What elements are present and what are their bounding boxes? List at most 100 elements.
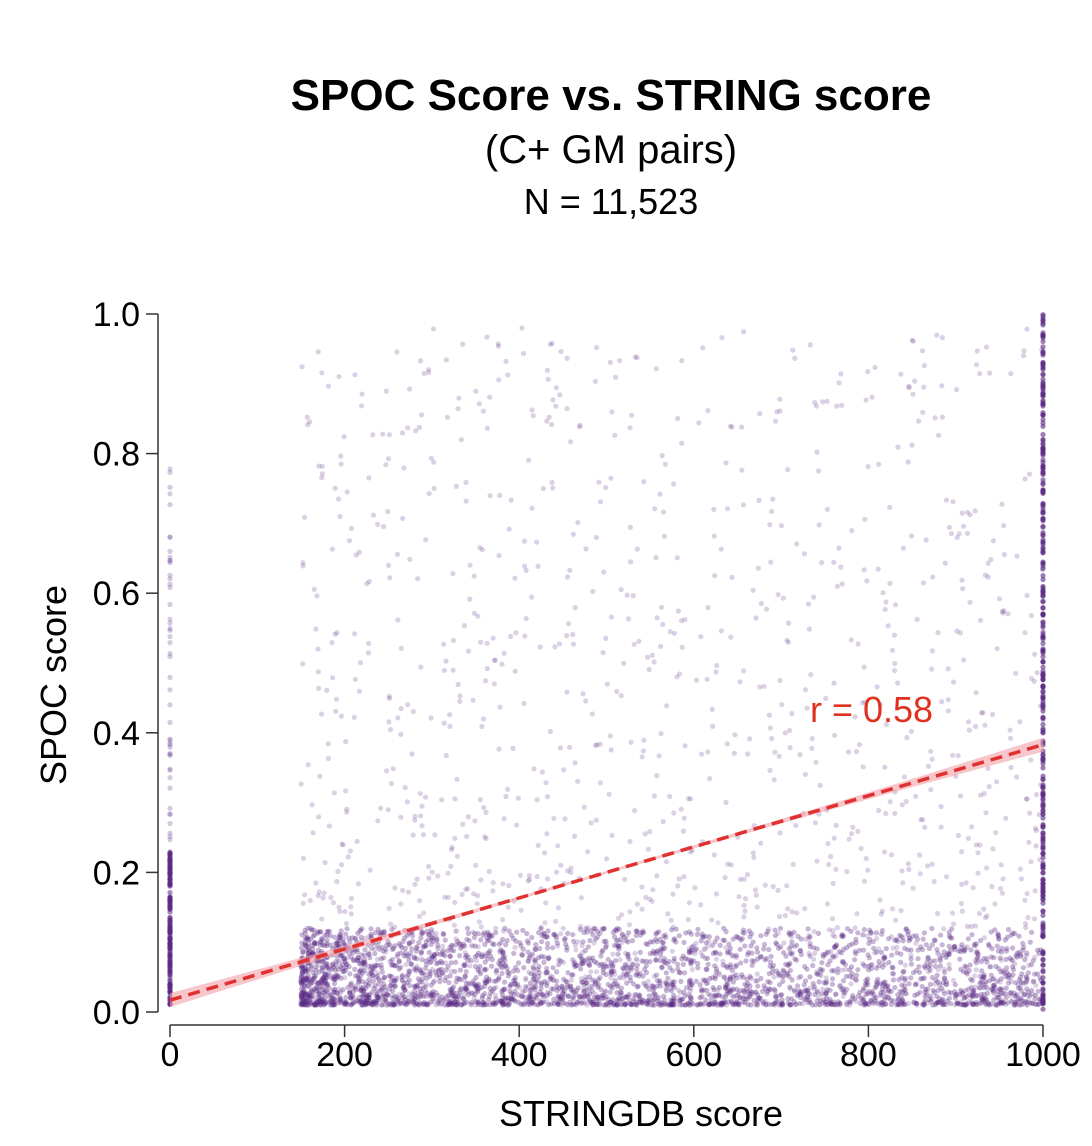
scatter-point	[560, 959, 567, 966]
scatter-point	[937, 982, 943, 988]
scatter-point	[370, 432, 376, 438]
scatter-point	[685, 796, 692, 802]
scatter-point	[363, 981, 369, 987]
scatter-point	[1040, 532, 1046, 538]
scatter-point	[744, 983, 750, 989]
scatter-point	[1010, 999, 1016, 1005]
scatter-point	[332, 631, 338, 637]
scatter-point	[453, 483, 459, 489]
scatter-point	[449, 998, 455, 1005]
scatter-point	[467, 562, 473, 568]
scatter-point	[352, 983, 358, 989]
scatter-point	[452, 899, 458, 906]
scatter-point	[454, 999, 460, 1006]
scatter-point	[458, 1002, 464, 1008]
scatter-point	[331, 790, 337, 796]
scatter-point	[365, 1000, 371, 1007]
scatter-point	[389, 992, 395, 998]
scatter-point	[973, 941, 979, 947]
scatter-point	[468, 999, 475, 1006]
scatter-point	[569, 988, 575, 994]
scatter-point	[677, 970, 683, 976]
scatter-point	[547, 991, 553, 997]
scatter-point	[552, 644, 558, 650]
scatter-point	[731, 750, 738, 756]
scatter-point	[167, 627, 173, 633]
scatter-point	[452, 835, 458, 842]
scatter-point	[498, 947, 504, 953]
scatter-point	[550, 965, 556, 971]
scatter-point	[303, 975, 309, 981]
scatter-point	[903, 798, 909, 805]
scatter-point	[359, 978, 365, 985]
chart-n-label: N = 11,523	[524, 181, 698, 222]
scatter-point	[712, 999, 718, 1006]
scatter-point	[899, 802, 905, 808]
scatter-point	[544, 794, 551, 800]
scatter-point	[343, 994, 349, 1001]
scatter-point	[1003, 815, 1009, 821]
scatter-point	[381, 974, 387, 980]
scatter-point	[340, 968, 346, 975]
scatter-point	[1027, 810, 1033, 816]
scatter-point	[315, 991, 322, 997]
scatter-point	[512, 944, 518, 951]
scatter-point	[737, 876, 744, 882]
scatter-point	[639, 906, 645, 912]
scatter-point	[609, 409, 615, 415]
scatter-point	[396, 959, 402, 965]
scatter-point	[941, 975, 948, 981]
scatter-point	[342, 967, 349, 973]
scatter-point	[645, 1002, 651, 1008]
scatter-point	[298, 975, 304, 981]
scatter-point	[307, 997, 313, 1003]
scatter-point	[340, 999, 346, 1005]
scatter-point	[863, 856, 869, 862]
scatter-point	[925, 964, 931, 970]
scatter-point	[316, 463, 322, 469]
scatter-point	[718, 1001, 724, 1007]
scatter-point	[706, 1001, 712, 1007]
scatter-point	[439, 970, 445, 976]
scatter-point	[516, 960, 522, 966]
scatter-point	[673, 939, 679, 945]
scatter-point	[325, 755, 332, 762]
scatter-point	[167, 811, 173, 818]
scatter-point	[1040, 550, 1046, 556]
scatter-point	[934, 993, 940, 999]
scatter-point	[861, 1002, 867, 1008]
scatter-point	[663, 988, 670, 994]
scatter-point	[471, 995, 477, 1001]
scatter-point	[607, 733, 613, 739]
scatter-point	[398, 731, 404, 738]
scatter-point	[1003, 995, 1009, 1001]
scatter-point	[671, 998, 678, 1004]
scatter-point	[454, 1002, 460, 1008]
scatter-point	[680, 961, 687, 968]
scatter-point	[604, 856, 610, 862]
scatter-point	[483, 966, 489, 972]
scatter-point	[302, 940, 308, 946]
scatter-point	[1040, 445, 1046, 451]
scatter-point	[407, 969, 413, 975]
scatter-point	[526, 996, 532, 1003]
scatter-point	[333, 708, 339, 714]
scatter-point	[398, 814, 404, 820]
scatter-point	[812, 950, 818, 957]
scatter-point	[847, 1002, 853, 1008]
scatter-point	[819, 986, 826, 992]
scatter-point	[633, 956, 640, 963]
scatter-point	[336, 958, 342, 964]
scatter-point	[436, 998, 442, 1004]
scatter-point	[481, 805, 487, 811]
scatter-point	[411, 983, 418, 989]
scatter-point	[618, 992, 624, 998]
scatter-point	[975, 956, 981, 962]
scatter-point	[808, 999, 814, 1005]
scatter-point	[899, 868, 905, 874]
scatter-point	[853, 951, 859, 957]
scatter-point	[413, 428, 419, 434]
scatter-point	[767, 963, 773, 969]
scatter-point	[601, 569, 607, 575]
scatter-point	[957, 991, 963, 998]
